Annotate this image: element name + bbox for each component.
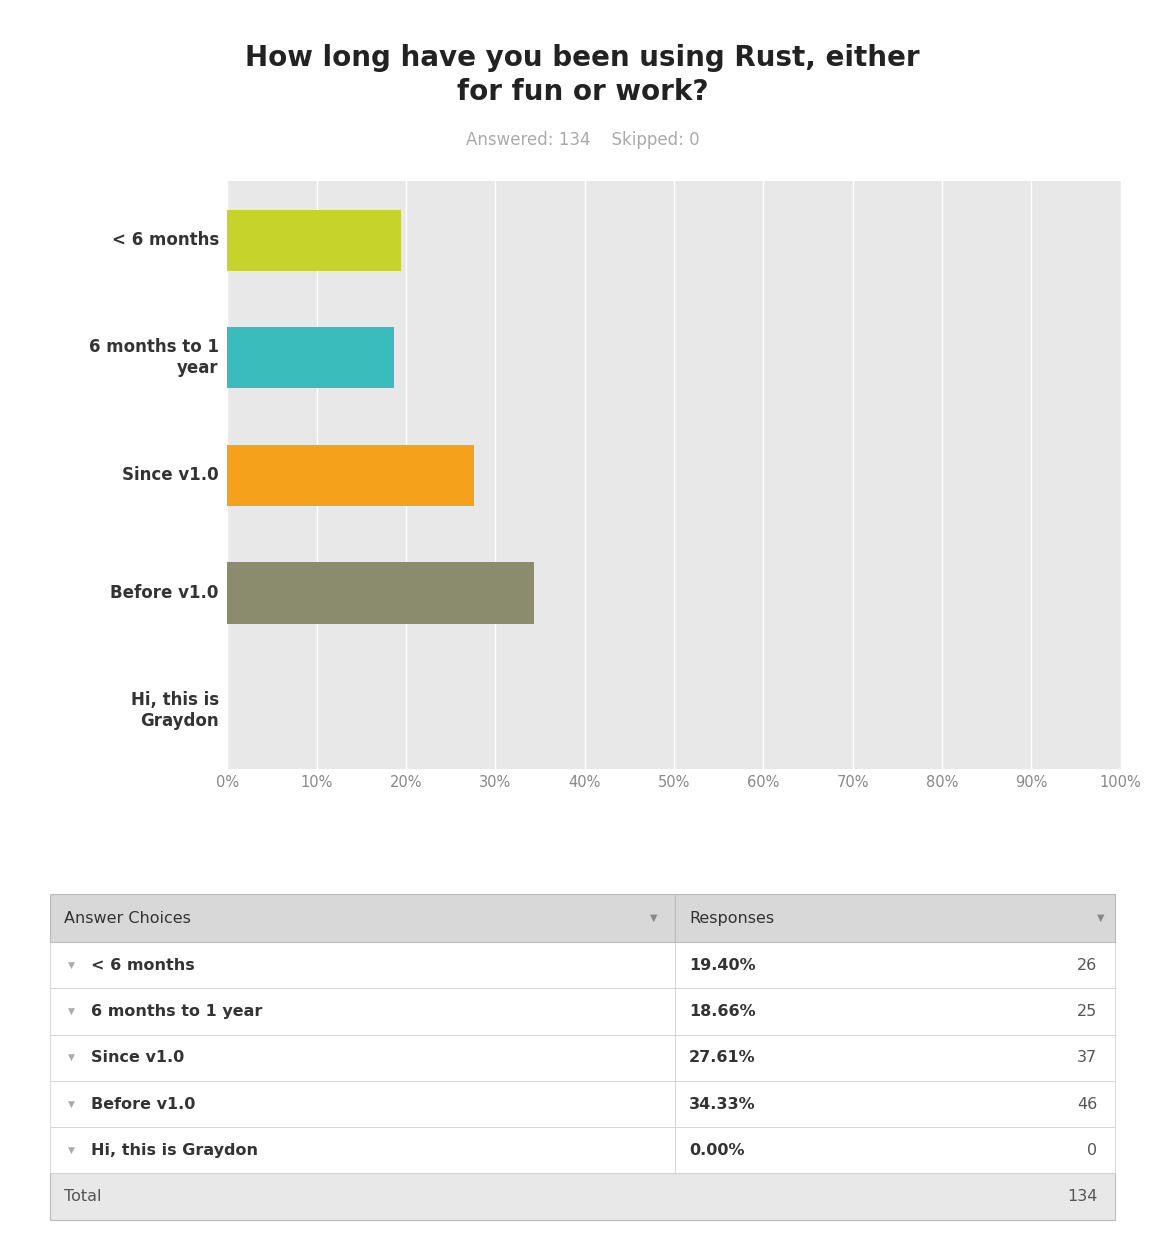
Text: ▼: ▼ (1097, 913, 1104, 923)
Text: 27.61%: 27.61% (690, 1051, 756, 1065)
Text: < 6 months: < 6 months (91, 958, 195, 972)
Text: 34.33%: 34.33% (690, 1097, 756, 1111)
Bar (227, 563, 534, 623)
Text: Total: Total (64, 1190, 101, 1203)
Text: 0.00%: 0.00% (690, 1143, 744, 1157)
Text: How long have you been using Rust, either
for fun or work?: How long have you been using Rust, eithe… (245, 44, 920, 106)
Text: Responses: Responses (690, 911, 775, 926)
Text: 19.40%: 19.40% (690, 958, 756, 972)
Text: 134: 134 (1067, 1190, 1097, 1203)
Text: ▼: ▼ (68, 1146, 75, 1155)
Text: ▼: ▼ (68, 1100, 75, 1108)
Text: Answered: 134    Skipped: 0: Answered: 134 Skipped: 0 (466, 131, 699, 149)
Text: ▼: ▼ (68, 1053, 75, 1062)
Bar (227, 328, 394, 388)
Text: Before v1.0: Before v1.0 (91, 1097, 196, 1111)
Text: 0: 0 (1087, 1143, 1097, 1157)
Text: 46: 46 (1078, 1097, 1097, 1111)
Text: ▼: ▼ (68, 961, 75, 970)
Text: 26: 26 (1078, 958, 1097, 972)
Text: Hi, this is Graydon: Hi, this is Graydon (91, 1143, 257, 1157)
Text: Answer Choices: Answer Choices (64, 911, 191, 926)
Bar (227, 445, 474, 505)
Text: 6 months to 1 year: 6 months to 1 year (91, 1005, 262, 1018)
Bar (227, 210, 401, 270)
Text: Since v1.0: Since v1.0 (91, 1051, 184, 1065)
Text: 18.66%: 18.66% (690, 1005, 756, 1018)
Text: ▼: ▼ (650, 913, 658, 923)
Text: 37: 37 (1078, 1051, 1097, 1065)
Text: 25: 25 (1078, 1005, 1097, 1018)
Text: ▼: ▼ (68, 1007, 75, 1016)
